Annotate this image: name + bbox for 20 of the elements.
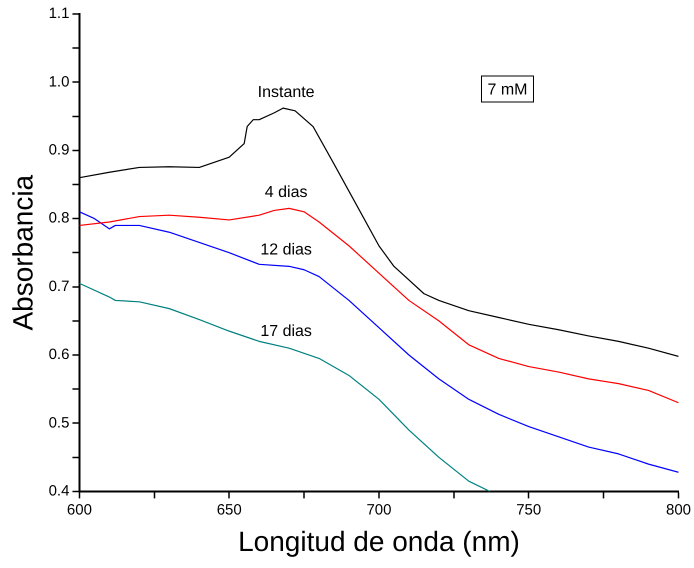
x-tick-label: 700	[366, 502, 392, 519]
y-tick-label: 0.8	[48, 210, 70, 227]
annotation: 7 mM	[487, 81, 528, 98]
y-axis-title: Absorbancia	[8, 174, 39, 331]
x-axis-title: Longitud de onda (nm)	[238, 526, 520, 557]
x-tick-label: 600	[66, 502, 92, 519]
x-tick-label: 800	[666, 502, 691, 519]
x-tick-label: 650	[216, 502, 242, 519]
y-tick-label: 0.7	[48, 278, 70, 295]
y-tick-label: 1.0	[48, 73, 70, 90]
series-label: 12 dias	[260, 242, 312, 259]
y-tick-label: 0.6	[48, 346, 70, 364]
y-tick-label: 1.1	[48, 5, 70, 22]
y-tick-label: 0.9	[48, 142, 70, 159]
series-label: Instante	[258, 84, 315, 102]
y-tick-label: 0.5	[48, 414, 70, 432]
series-label: 17 dias	[260, 322, 312, 340]
series-label: 4 dias	[264, 184, 308, 202]
x-tick-label: 750	[516, 502, 542, 519]
y-tick-label: 0.4	[48, 482, 70, 500]
